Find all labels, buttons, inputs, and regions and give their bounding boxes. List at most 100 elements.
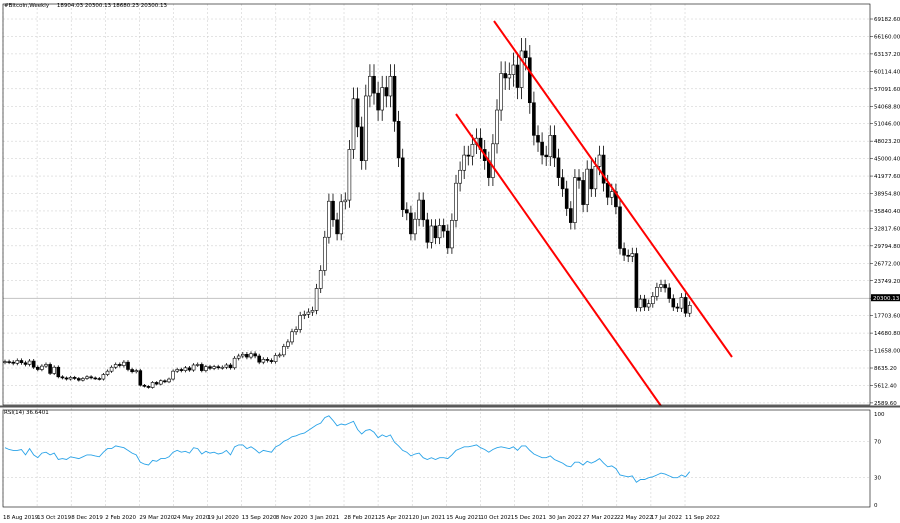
candle-up (220, 366, 225, 369)
candle-up (318, 270, 323, 289)
price-tick-label: 45000.40 (874, 157, 900, 163)
candle-up (85, 376, 89, 379)
candle-up (290, 331, 294, 343)
date-tick-label: 19 Jul 2020 (208, 515, 240, 521)
price-tick-label: 14680.80 (874, 331, 900, 337)
candle-up (454, 182, 458, 221)
candle-up (204, 366, 208, 371)
candle-down (97, 378, 102, 380)
candle-up (281, 346, 286, 356)
candle-up (101, 374, 106, 380)
candle-up (499, 73, 503, 111)
date-tick-label: 8 Dec 2019 (71, 515, 103, 521)
date-tick-label: 3 Jan 2021 (310, 515, 339, 521)
candle-down (372, 75, 376, 94)
candle-down (228, 364, 233, 369)
price-tick-label: 63137.20 (874, 52, 900, 58)
current-price-box (871, 294, 900, 302)
candle-down (208, 366, 212, 369)
candle-up (159, 380, 163, 385)
candle-down (142, 384, 147, 387)
price-pane-frame (2, 3, 871, 406)
candle-down (77, 378, 81, 381)
candle-up (363, 95, 368, 161)
rsi-pane (4, 415, 691, 483)
candle-up (380, 87, 385, 111)
candle-down (60, 376, 65, 379)
price-tick-label: 11658.00 (874, 349, 900, 355)
candle-up (511, 64, 516, 75)
price-tick-label: 54068.80 (874, 104, 900, 110)
candle-up (232, 357, 237, 369)
candle-up (339, 201, 344, 235)
candle-down (11, 361, 15, 364)
candle-down (118, 364, 122, 366)
candle-up (462, 154, 467, 171)
candle-down (179, 369, 184, 371)
candle-down (355, 98, 360, 128)
channel-layer (455, 20, 733, 407)
candle-up (167, 378, 171, 383)
candle-up (105, 370, 110, 375)
candle-up (306, 311, 311, 315)
date-tick-label: 29 Mar 2020 (139, 515, 174, 521)
candle-down (536, 135, 540, 143)
candle-down (425, 219, 430, 243)
candle-up (277, 354, 282, 357)
candle-down (421, 199, 426, 221)
candle-down (64, 377, 69, 380)
rsi-line (4, 415, 691, 483)
candle-down (72, 377, 77, 379)
date-tick-label: 5 Dec 2021 (515, 515, 547, 521)
candle-down (93, 377, 97, 380)
ohlc-label: 18904.03 20300.13 18680.23 20300.13 (57, 3, 168, 9)
candle-down (560, 177, 565, 190)
price-tick-label: 8635.20 (874, 366, 897, 372)
candle-up (519, 50, 524, 88)
candle-up (175, 369, 179, 372)
candle-down (126, 361, 130, 370)
candle-down (642, 298, 647, 308)
candle-down (331, 200, 335, 221)
date-tick-label: 28 Feb 2021 (344, 515, 378, 521)
candle-up (171, 370, 175, 380)
rsi-tick-label: 30 (874, 476, 881, 482)
candle-up (548, 135, 553, 158)
candle-down (622, 248, 626, 256)
candle-up (261, 359, 266, 363)
candle-down (35, 366, 40, 370)
candle-up (298, 315, 303, 330)
candle-up (646, 303, 651, 308)
date-tick-label: 11 Sep 2022 (685, 515, 720, 521)
candle-up (191, 364, 196, 371)
candle-up (450, 220, 454, 249)
candle-down (409, 212, 413, 235)
candle-up (302, 314, 307, 316)
candle-down (265, 359, 270, 361)
candle-up (40, 365, 44, 370)
date-tick-label: 18 Aug 2019 (3, 515, 39, 521)
candle-up (507, 74, 512, 79)
candle-down (130, 369, 134, 373)
date-tick-label: 8 Nov 2020 (276, 515, 308, 521)
candle-down (404, 209, 409, 214)
symbol-label: #Bitcoin,Weekly (4, 3, 50, 9)
candle-down (146, 386, 151, 388)
candle-up (322, 236, 327, 271)
candle-up (388, 75, 393, 97)
candle-up (113, 364, 118, 368)
candle-up (236, 355, 241, 359)
candle-up (585, 168, 590, 205)
price-pane (3, 38, 692, 389)
candle-up (638, 298, 643, 308)
candle-up (687, 305, 692, 314)
candle-up (495, 109, 499, 145)
candle-up (52, 366, 57, 374)
candle-up (368, 75, 372, 97)
candle-down (56, 366, 61, 378)
candle-up (81, 378, 85, 381)
candle-up (327, 200, 331, 238)
candle-down (544, 154, 549, 158)
channel-line-lower (455, 113, 662, 407)
